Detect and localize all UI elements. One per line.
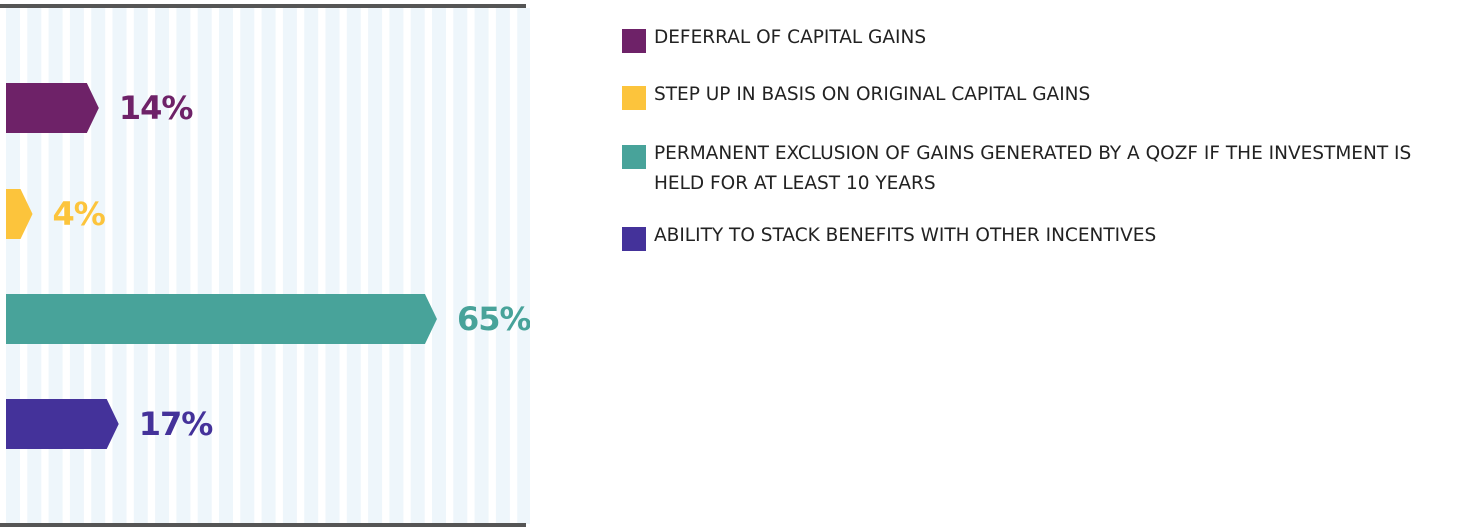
- bar: [6, 83, 99, 133]
- stripe: [197, 8, 212, 524]
- legend-item: ABILITY TO STACK BENEFITS WITH OTHER INC…: [622, 224, 1454, 251]
- legend-swatch: [622, 86, 646, 110]
- stripe: [240, 8, 255, 524]
- legend-item: PERMANENT EXCLUSION OF GAINS GENERATED B…: [622, 142, 1454, 199]
- stripe: [389, 8, 404, 524]
- legend-item: STEP UP IN BASIS ON ORIGINAL CAPITAL GAI…: [622, 83, 1454, 110]
- value-label: 4%: [53, 195, 106, 233]
- stripe: [432, 8, 446, 524]
- value-label: 17%: [139, 405, 214, 443]
- stripe: [304, 8, 319, 524]
- stripe: [410, 8, 425, 524]
- stripe: [453, 8, 468, 524]
- bar: [6, 189, 33, 239]
- legend-label: ABILITY TO STACK BENEFITS WITH OTHER INC…: [654, 225, 1157, 246]
- stripe: [219, 8, 233, 524]
- bar: [6, 294, 437, 344]
- value-label: 65%: [457, 300, 530, 338]
- stripe: [176, 8, 191, 524]
- stripe: [6, 8, 20, 524]
- stripe: [261, 8, 276, 524]
- stripe: [325, 8, 340, 524]
- top-rule: [0, 4, 526, 8]
- stripe: [27, 8, 42, 524]
- chart: 14% 4% 65% 17%: [0, 4, 530, 527]
- legend-label: STEP UP IN BASIS ON ORIGINAL CAPITAL GAI…: [654, 84, 1091, 105]
- stripe: [368, 8, 383, 524]
- stripe: [155, 8, 170, 524]
- legend-label: PERMANENT EXCLUSION OF GAINS GENERATED B…: [654, 143, 1412, 194]
- legend-label: DEFERRAL OF CAPITAL GAINS: [654, 27, 927, 48]
- legend-item: DEFERRAL OF CAPITAL GAINS: [622, 26, 1454, 53]
- stripe: [91, 8, 106, 524]
- stripe: [48, 8, 63, 524]
- stripe: [517, 8, 530, 524]
- legend-swatch: [622, 29, 646, 53]
- legend-swatch: [622, 227, 646, 251]
- stripe: [346, 8, 361, 524]
- bottom-rule: [0, 523, 526, 527]
- stripe: [112, 8, 127, 524]
- stripe: [133, 8, 148, 524]
- value-label: 14%: [119, 89, 194, 127]
- stripe: [69, 8, 84, 524]
- legend-swatch: [622, 145, 646, 169]
- stripe: [474, 8, 489, 524]
- stripe: [282, 8, 297, 524]
- bar: [6, 399, 119, 449]
- stripe: [495, 8, 510, 524]
